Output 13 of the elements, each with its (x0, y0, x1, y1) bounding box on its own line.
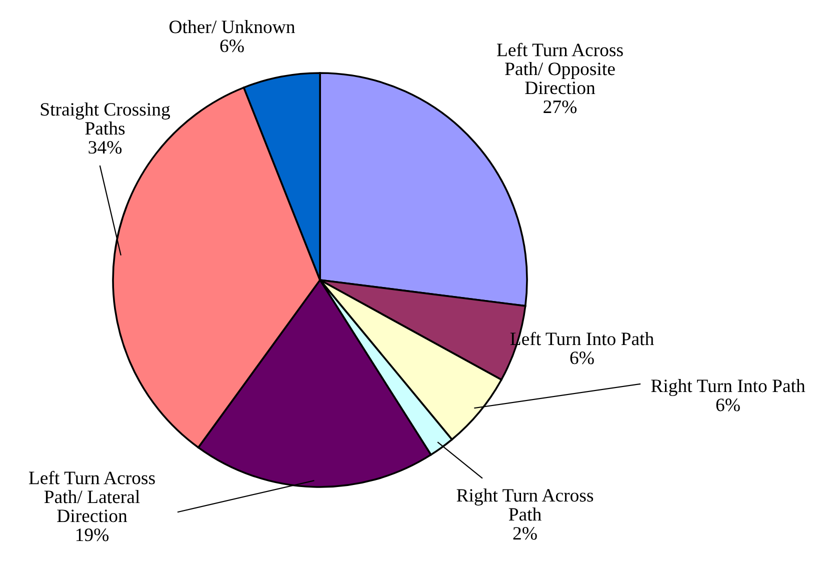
slice-label: Right Turn Across Path (456, 488, 594, 521)
slice-label: Right Turn Into Path (651, 378, 806, 396)
data-label: 6% (570, 352, 594, 364)
data-label: 19% (76, 528, 109, 542)
data-label: 6% (716, 398, 740, 412)
slice-label: Left Turn Across Path/ Opposite Direction (496, 42, 623, 94)
slice-label: Straight Crossing Paths (40, 102, 170, 135)
data-label: 6% (220, 40, 244, 52)
slice-label: Left Turn Across Path/ Lateral Direction (28, 470, 155, 522)
slice-label: Other/ Unknown (170, 20, 295, 34)
data-label: 27% (544, 100, 577, 114)
data-label: 2% (513, 527, 537, 540)
data-label: 34% (88, 141, 122, 154)
